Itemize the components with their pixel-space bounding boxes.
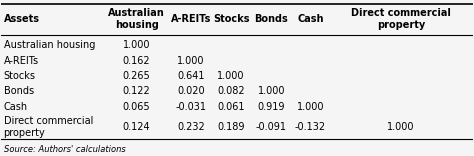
Text: 1.000: 1.000 — [123, 40, 150, 50]
Text: Stocks: Stocks — [3, 71, 36, 81]
Text: 0.065: 0.065 — [123, 102, 150, 112]
Text: Assets: Assets — [3, 14, 39, 24]
Text: 0.919: 0.919 — [257, 102, 285, 112]
Text: 1.000: 1.000 — [218, 71, 245, 81]
Text: A-REITs: A-REITs — [3, 56, 39, 66]
Text: Stocks: Stocks — [213, 14, 249, 24]
Text: 0.189: 0.189 — [218, 122, 245, 132]
Text: Cash: Cash — [3, 102, 27, 112]
Text: -0.132: -0.132 — [295, 122, 326, 132]
Text: 0.265: 0.265 — [123, 71, 150, 81]
Text: 0.124: 0.124 — [123, 122, 150, 132]
Text: A-REITs: A-REITs — [171, 14, 211, 24]
Text: 0.061: 0.061 — [218, 102, 245, 112]
Text: 0.122: 0.122 — [123, 86, 150, 96]
Text: 0.641: 0.641 — [177, 71, 205, 81]
Text: Direct commercial
property: Direct commercial property — [351, 8, 451, 30]
Text: Cash: Cash — [297, 14, 323, 24]
Text: 1.000: 1.000 — [177, 56, 205, 66]
Text: 1.000: 1.000 — [387, 122, 414, 132]
Text: 0.162: 0.162 — [123, 56, 150, 66]
Text: Bonds: Bonds — [3, 86, 34, 96]
Text: Australian
housing: Australian housing — [108, 8, 165, 30]
Text: 0.232: 0.232 — [177, 122, 205, 132]
Text: -0.031: -0.031 — [175, 102, 206, 112]
Text: 1.000: 1.000 — [257, 86, 285, 96]
Text: Bonds: Bonds — [255, 14, 288, 24]
Text: 0.020: 0.020 — [177, 86, 205, 96]
Text: 1.000: 1.000 — [297, 102, 324, 112]
Text: -0.091: -0.091 — [256, 122, 287, 132]
Text: 0.082: 0.082 — [217, 86, 245, 96]
Text: Direct commercial
property: Direct commercial property — [3, 116, 93, 138]
Text: Australian housing: Australian housing — [3, 40, 95, 50]
Text: Source: Authors' calculations: Source: Authors' calculations — [3, 145, 125, 154]
